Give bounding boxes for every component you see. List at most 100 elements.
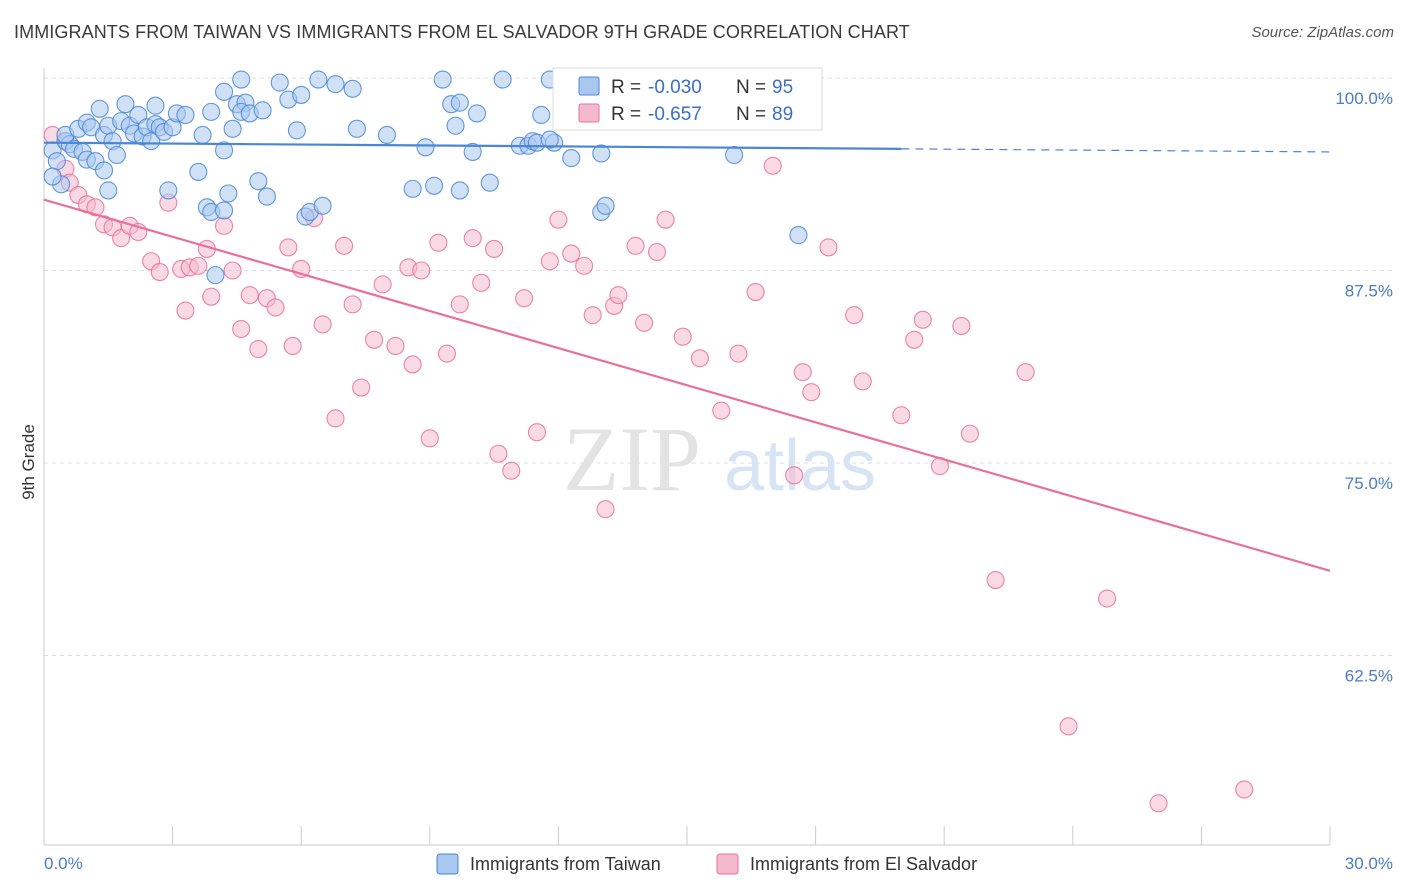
- salvador-point-60: [609, 286, 628, 305]
- taiwan-point-45: [219, 184, 238, 203]
- taiwan-point-37: [189, 162, 208, 181]
- taiwan-point-59: [214, 201, 234, 220]
- salvador-point-24: [249, 339, 268, 359]
- taiwan-point-73: [446, 116, 465, 135]
- salvador-point-54: [549, 210, 568, 229]
- salvador-point-43: [429, 233, 448, 252]
- y-tick-labels: 62.5% 75.0% 87.5% 100.0%: [1335, 89, 1393, 686]
- salvador-point-19: [202, 287, 221, 306]
- salvador-point-34: [343, 295, 362, 314]
- taiwan-point-67: [377, 125, 396, 145]
- legend-r-value-salvador: -0.657: [648, 104, 702, 125]
- taiwan-point-91: [540, 130, 559, 149]
- watermark: ZIP atlas: [563, 408, 876, 510]
- salvador-point-33: [335, 236, 354, 255]
- salvador-point-17: [189, 256, 208, 275]
- legend-swatch-taiwan: [578, 76, 600, 96]
- taiwan-point-92: [789, 226, 808, 245]
- taiwan-point-55: [270, 73, 289, 92]
- taiwan-point-74: [450, 93, 469, 112]
- taiwan-point-58: [292, 85, 311, 104]
- taiwan-point-53: [253, 101, 272, 120]
- taiwan-point-54: [257, 187, 276, 206]
- salvador-point-12: [150, 262, 169, 282]
- legend-r-value-taiwan: -0.030: [648, 77, 702, 98]
- salvador-point-69: [746, 283, 765, 302]
- taiwan-point-52: [249, 172, 268, 191]
- legend-n-label-salvador: N =: [736, 104, 766, 125]
- taiwan-point-70: [425, 176, 444, 195]
- series-el-salvador-points: [43, 125, 1254, 813]
- salvador-point-81: [952, 316, 971, 335]
- watermark-zip: ZIP: [563, 408, 701, 510]
- salvador-point-86: [1098, 589, 1117, 608]
- salvador-point-28: [283, 336, 302, 356]
- taiwan-point-42: [206, 266, 225, 285]
- taiwan-point-62: [309, 70, 328, 89]
- salvador-point-64: [656, 210, 675, 229]
- salvador-point-47: [472, 273, 491, 292]
- taiwan-point-18: [94, 161, 114, 180]
- x-tick-labels: 0.0% 30.0%: [44, 854, 1393, 873]
- salvador-point-40: [403, 355, 422, 374]
- taiwan-point-35: [146, 96, 165, 115]
- y-tick-label-3: 100.0%: [1335, 89, 1393, 108]
- taiwan-point-68: [403, 179, 422, 198]
- salvador-point-62: [635, 313, 654, 332]
- salvador-point-53: [540, 252, 559, 271]
- taiwan-point-25: [129, 105, 148, 125]
- grid-lines: [44, 77, 1392, 656]
- taiwan-point-44: [214, 141, 234, 160]
- legend-n-label-taiwan: N =: [736, 77, 766, 98]
- bottom-legend-label-taiwan: Immigrants from Taiwan: [470, 854, 661, 874]
- bottom-legend-swatch-taiwan: [436, 853, 459, 875]
- y-tick-label-1: 75.0%: [1345, 474, 1393, 493]
- taiwan-point-1: [47, 152, 66, 171]
- salvador-point-21: [223, 261, 242, 280]
- chart-title: IMMIGRANTS FROM TAIWAN VS IMMIGRANTS FRO…: [14, 22, 910, 42]
- salvador-point-49: [489, 444, 508, 463]
- bottom-legend-label-salvador: Immigrants from El Salvador: [750, 854, 977, 874]
- taiwan-point-36: [176, 105, 195, 125]
- taiwan-point-65: [343, 79, 362, 98]
- salvador-point-88: [1235, 780, 1254, 799]
- y-tick-label-2: 87.5%: [1345, 282, 1393, 301]
- salvador-point-8: [112, 229, 131, 248]
- taiwan-point-75: [450, 181, 469, 200]
- taiwan-point-93: [532, 105, 551, 125]
- taiwan-point-28: [142, 132, 161, 151]
- salvador-point-20: [214, 216, 234, 235]
- salvador-point-85: [1059, 717, 1078, 736]
- x-tick-label-0: 0.0%: [44, 854, 83, 873]
- x-tick-label-1: 30.0%: [1345, 854, 1393, 873]
- taiwan-point-69: [416, 138, 435, 157]
- trend-lines: [43, 141, 1331, 572]
- watermark-atlas: atlas: [724, 426, 876, 506]
- taiwan-point-20: [107, 145, 126, 165]
- taiwan-point-14: [90, 99, 109, 118]
- taiwan-point-77: [467, 104, 487, 123]
- taiwan-point-79: [493, 70, 512, 89]
- taiwan-point-90: [725, 145, 744, 165]
- salvador-point-67: [712, 401, 731, 420]
- taiwan-point-88: [592, 144, 611, 163]
- salvador-point-5: [86, 198, 105, 217]
- taiwan-point-64: [326, 75, 345, 94]
- y-axis-title: 9th Grade: [19, 424, 38, 500]
- taiwan-trend-extension: [901, 148, 1331, 153]
- correlation-legend: R = -0.030 N = 95 R = -0.657 N = 89: [552, 67, 823, 131]
- taiwan-point-85: [562, 149, 581, 168]
- taiwan-point-57: [287, 121, 306, 140]
- legend-r-label-salvador: R =: [611, 104, 641, 125]
- taiwan-point-3: [43, 167, 62, 186]
- bottom-legend-swatch-salvador: [716, 853, 739, 875]
- legend-swatch-salvador: [578, 103, 600, 123]
- taiwan-point-66: [347, 119, 366, 138]
- salvador-point-45: [450, 295, 469, 314]
- salvador-point-83: [986, 570, 1005, 590]
- salvador-point-32: [326, 409, 345, 428]
- salvador-point-50: [502, 461, 521, 480]
- salvador-point-68: [729, 344, 748, 363]
- salvador-point-73: [802, 383, 821, 402]
